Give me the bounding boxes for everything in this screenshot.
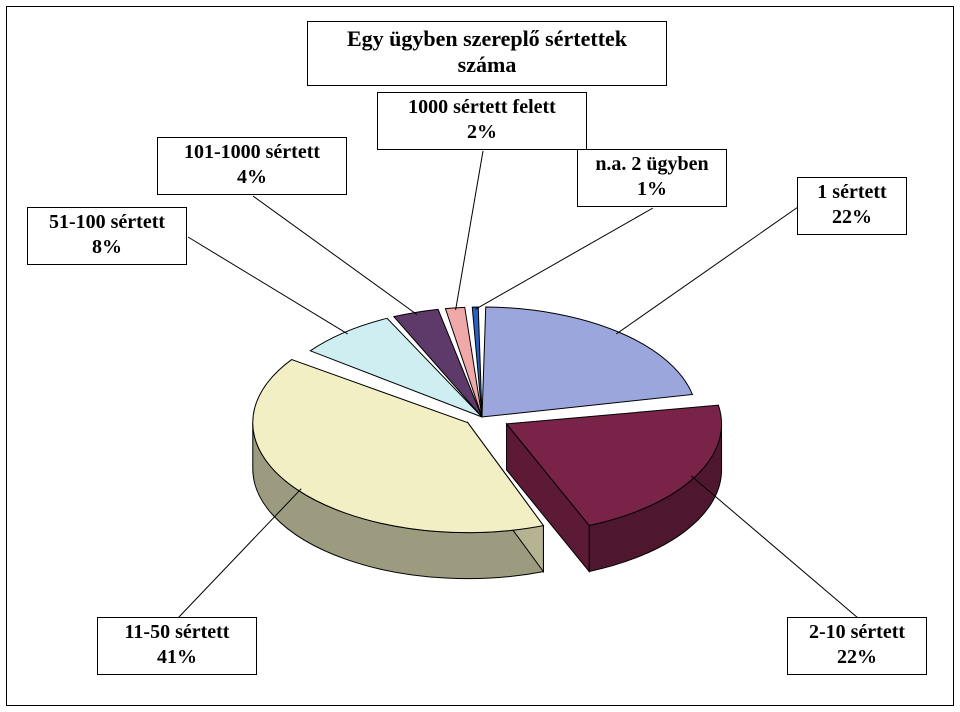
label-line: n.a. 2 ügyben xyxy=(586,152,718,177)
label-line: 41% xyxy=(106,645,248,670)
label-line: 8% xyxy=(36,235,178,260)
label-line: 22% xyxy=(806,205,898,230)
label-line: 1 sértett xyxy=(806,180,898,205)
label-51-100-sertett: 51-100 sértett 8% xyxy=(27,207,187,265)
label-line: 2-10 sértett xyxy=(796,620,918,645)
label-line: 22% xyxy=(796,645,918,670)
label-line: 101-1000 sértett xyxy=(166,140,338,165)
label-1000-felett: 1000 sértett felett 2% xyxy=(377,92,587,150)
label-101-1000-sertett: 101-1000 sértett 4% xyxy=(157,137,347,195)
label-2-10-sertett: 2-10 sértett 22% xyxy=(787,617,927,675)
chart-title: Egy ügyben szereplő sértettek száma xyxy=(307,21,667,86)
label-1-sertett: 1 sértett 22% xyxy=(797,177,907,235)
label-line: 11-50 sértett xyxy=(106,620,248,645)
label-line: 2% xyxy=(386,120,578,145)
chart-title-text: Egy ügyben szereplő sértettek száma xyxy=(347,26,627,77)
label-na-2-ugyben: n.a. 2 ügyben 1% xyxy=(577,149,727,207)
label-line: 51-100 sértett xyxy=(36,210,178,235)
label-line: 1% xyxy=(586,177,718,202)
chart-frame: Egy ügyben szereplő sértettek száma 1 sé… xyxy=(6,6,954,706)
label-11-50-sertett: 11-50 sértett 41% xyxy=(97,617,257,675)
label-line: 4% xyxy=(166,165,338,190)
label-line: 1000 sértett felett xyxy=(386,95,578,120)
